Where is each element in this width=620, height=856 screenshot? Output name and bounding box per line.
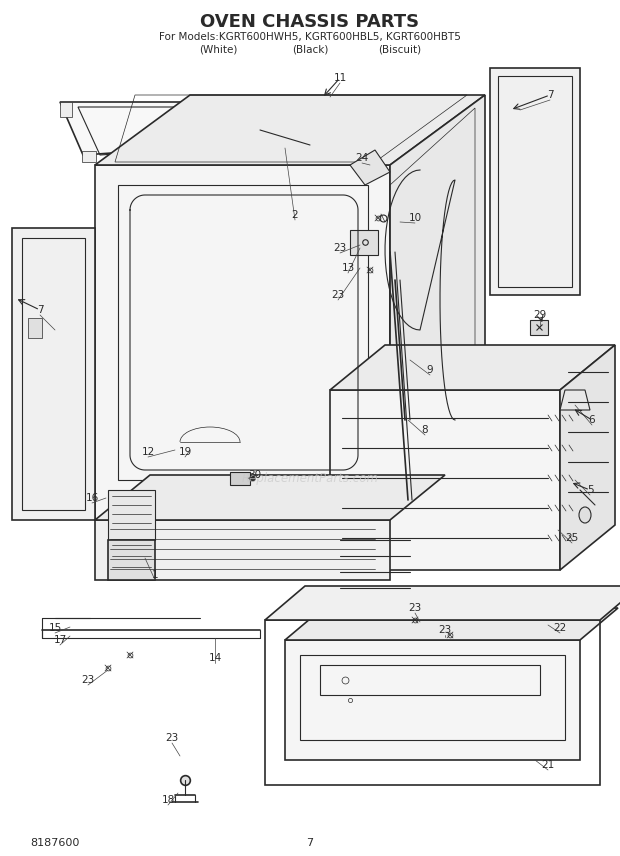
Text: 23: 23 (81, 675, 95, 685)
Text: 25: 25 (565, 533, 578, 543)
Text: 17: 17 (53, 635, 66, 645)
Text: 22: 22 (554, 623, 567, 633)
Text: 7: 7 (306, 838, 314, 848)
Text: 30: 30 (249, 470, 262, 480)
Polygon shape (350, 230, 378, 255)
Text: 24: 24 (355, 153, 369, 163)
Text: 14: 14 (208, 653, 221, 663)
Text: 23: 23 (166, 733, 179, 743)
Polygon shape (530, 320, 548, 335)
Text: 13: 13 (342, 263, 355, 273)
Polygon shape (82, 151, 96, 162)
Polygon shape (490, 68, 580, 295)
Text: 9: 9 (427, 365, 433, 375)
Text: (Biscuit): (Biscuit) (378, 44, 422, 54)
Text: 7: 7 (547, 90, 553, 100)
Polygon shape (390, 95, 485, 520)
Polygon shape (230, 472, 250, 485)
Polygon shape (330, 345, 615, 390)
Text: 23: 23 (334, 243, 347, 253)
Polygon shape (12, 228, 95, 520)
Text: 12: 12 (141, 447, 154, 457)
Text: 1: 1 (152, 570, 158, 580)
Polygon shape (95, 520, 390, 580)
Text: 6: 6 (588, 415, 595, 425)
Polygon shape (285, 608, 618, 640)
Polygon shape (108, 490, 155, 540)
Text: 8: 8 (422, 425, 428, 435)
Polygon shape (95, 165, 390, 520)
Polygon shape (285, 640, 580, 760)
Text: 23: 23 (331, 290, 345, 300)
Polygon shape (265, 586, 620, 620)
Ellipse shape (579, 507, 591, 523)
Text: 15: 15 (48, 623, 61, 633)
Polygon shape (60, 102, 372, 155)
Text: 11: 11 (334, 73, 347, 83)
Polygon shape (560, 390, 590, 410)
Polygon shape (28, 318, 42, 338)
Text: 8187600: 8187600 (30, 838, 79, 848)
Text: 5: 5 (587, 485, 593, 495)
Text: 7: 7 (37, 305, 43, 315)
Text: 19: 19 (179, 447, 192, 457)
Polygon shape (350, 150, 390, 185)
Polygon shape (330, 390, 560, 570)
Text: 23: 23 (438, 625, 451, 635)
Text: 18: 18 (161, 795, 175, 805)
Text: 23: 23 (409, 603, 422, 613)
Text: 16: 16 (86, 493, 99, 503)
Text: (Black): (Black) (292, 44, 328, 54)
Polygon shape (560, 345, 615, 570)
Text: (White): (White) (199, 44, 237, 54)
Polygon shape (95, 475, 445, 520)
Polygon shape (108, 540, 155, 580)
Text: 21: 21 (541, 760, 555, 770)
Polygon shape (95, 95, 485, 165)
Text: 2: 2 (291, 210, 298, 220)
Text: OVEN CHASSIS PARTS: OVEN CHASSIS PARTS (200, 13, 420, 31)
Text: 29: 29 (533, 310, 547, 320)
Text: ReplacementParts.com: ReplacementParts.com (242, 472, 378, 484)
Polygon shape (60, 102, 72, 117)
Text: For Models:KGRT600HWH5, KGRT600HBL5, KGRT600HBT5: For Models:KGRT600HWH5, KGRT600HBL5, KGR… (159, 32, 461, 42)
Text: 10: 10 (409, 213, 422, 223)
